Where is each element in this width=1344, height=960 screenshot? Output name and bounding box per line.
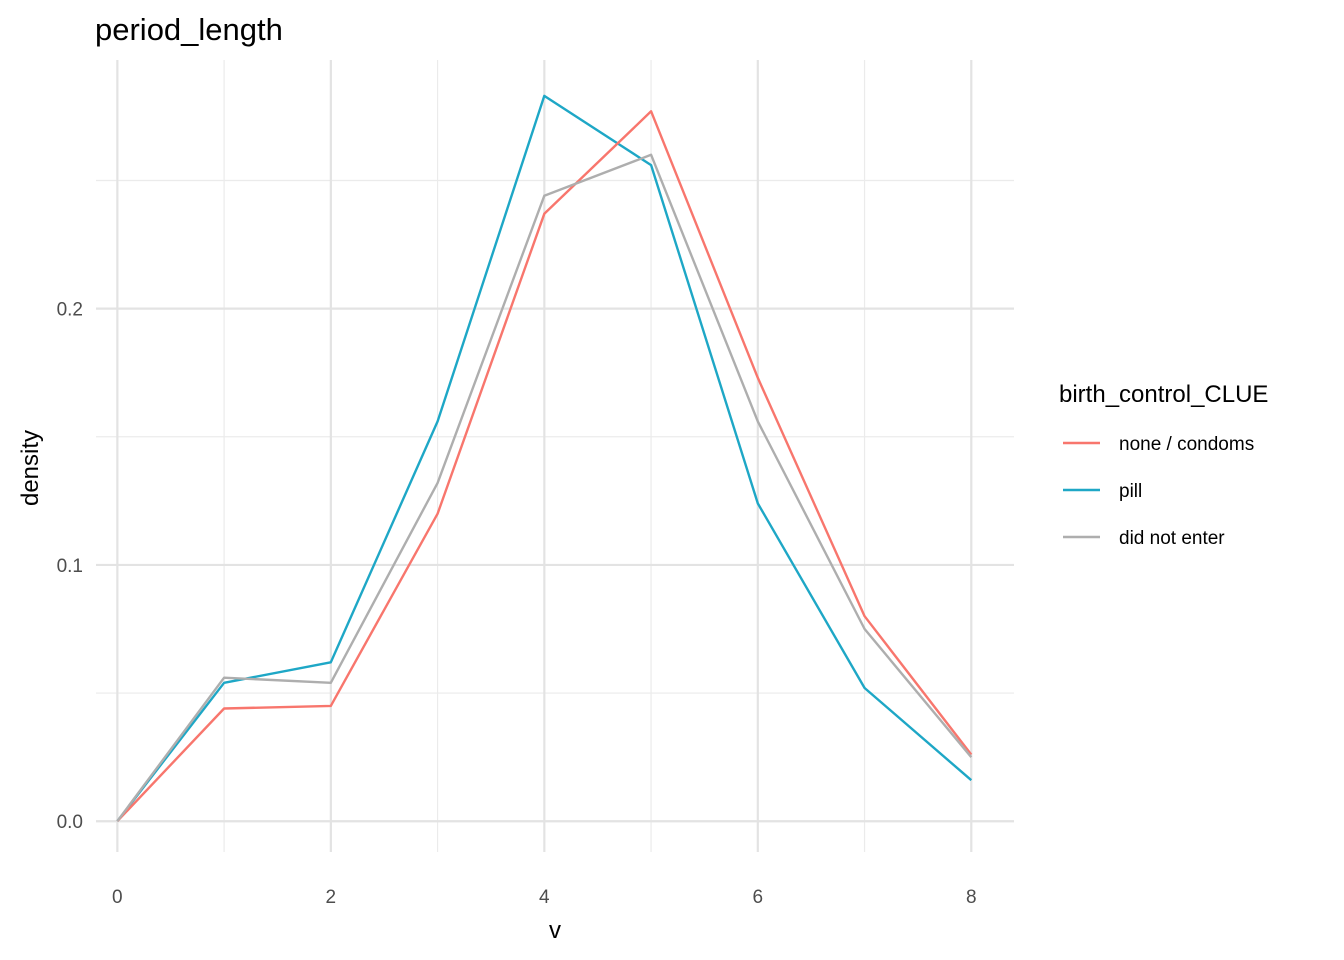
legend-label: did not enter	[1119, 528, 1225, 549]
y-tick-label: 0.2	[57, 300, 83, 321]
x-axis-title: v	[549, 917, 561, 944]
y-axis-title: density	[17, 430, 44, 506]
series-line-none-condoms	[116, 110, 973, 823]
x-tick-label: 4	[539, 887, 550, 908]
legend-label: none / condoms	[1119, 434, 1254, 455]
legend-items: none / condoms pill did not enter	[1063, 434, 1254, 549]
series-line-did-not-enter	[116, 153, 973, 822]
legend-label: pill	[1119, 481, 1142, 502]
y-tick-label: 0.1	[57, 556, 83, 577]
y-tick-label: 0.0	[57, 812, 83, 833]
legend-title: birth_control_CLUE	[1059, 381, 1268, 408]
tick-labels: 0 2 4 6 8 0.0 0.1 0.2	[57, 300, 977, 908]
chart-title: period_length	[95, 12, 283, 47]
series-line-pill	[116, 94, 973, 822]
x-tick-label: 8	[966, 887, 977, 908]
x-tick-label: 0	[112, 887, 123, 908]
legend: birth_control_CLUE none / condoms pill did…	[1059, 381, 1268, 549]
grid-lines	[96, 60, 1014, 852]
series-lines	[116, 94, 973, 823]
x-tick-label: 6	[753, 887, 764, 908]
x-tick-label: 2	[326, 887, 337, 908]
